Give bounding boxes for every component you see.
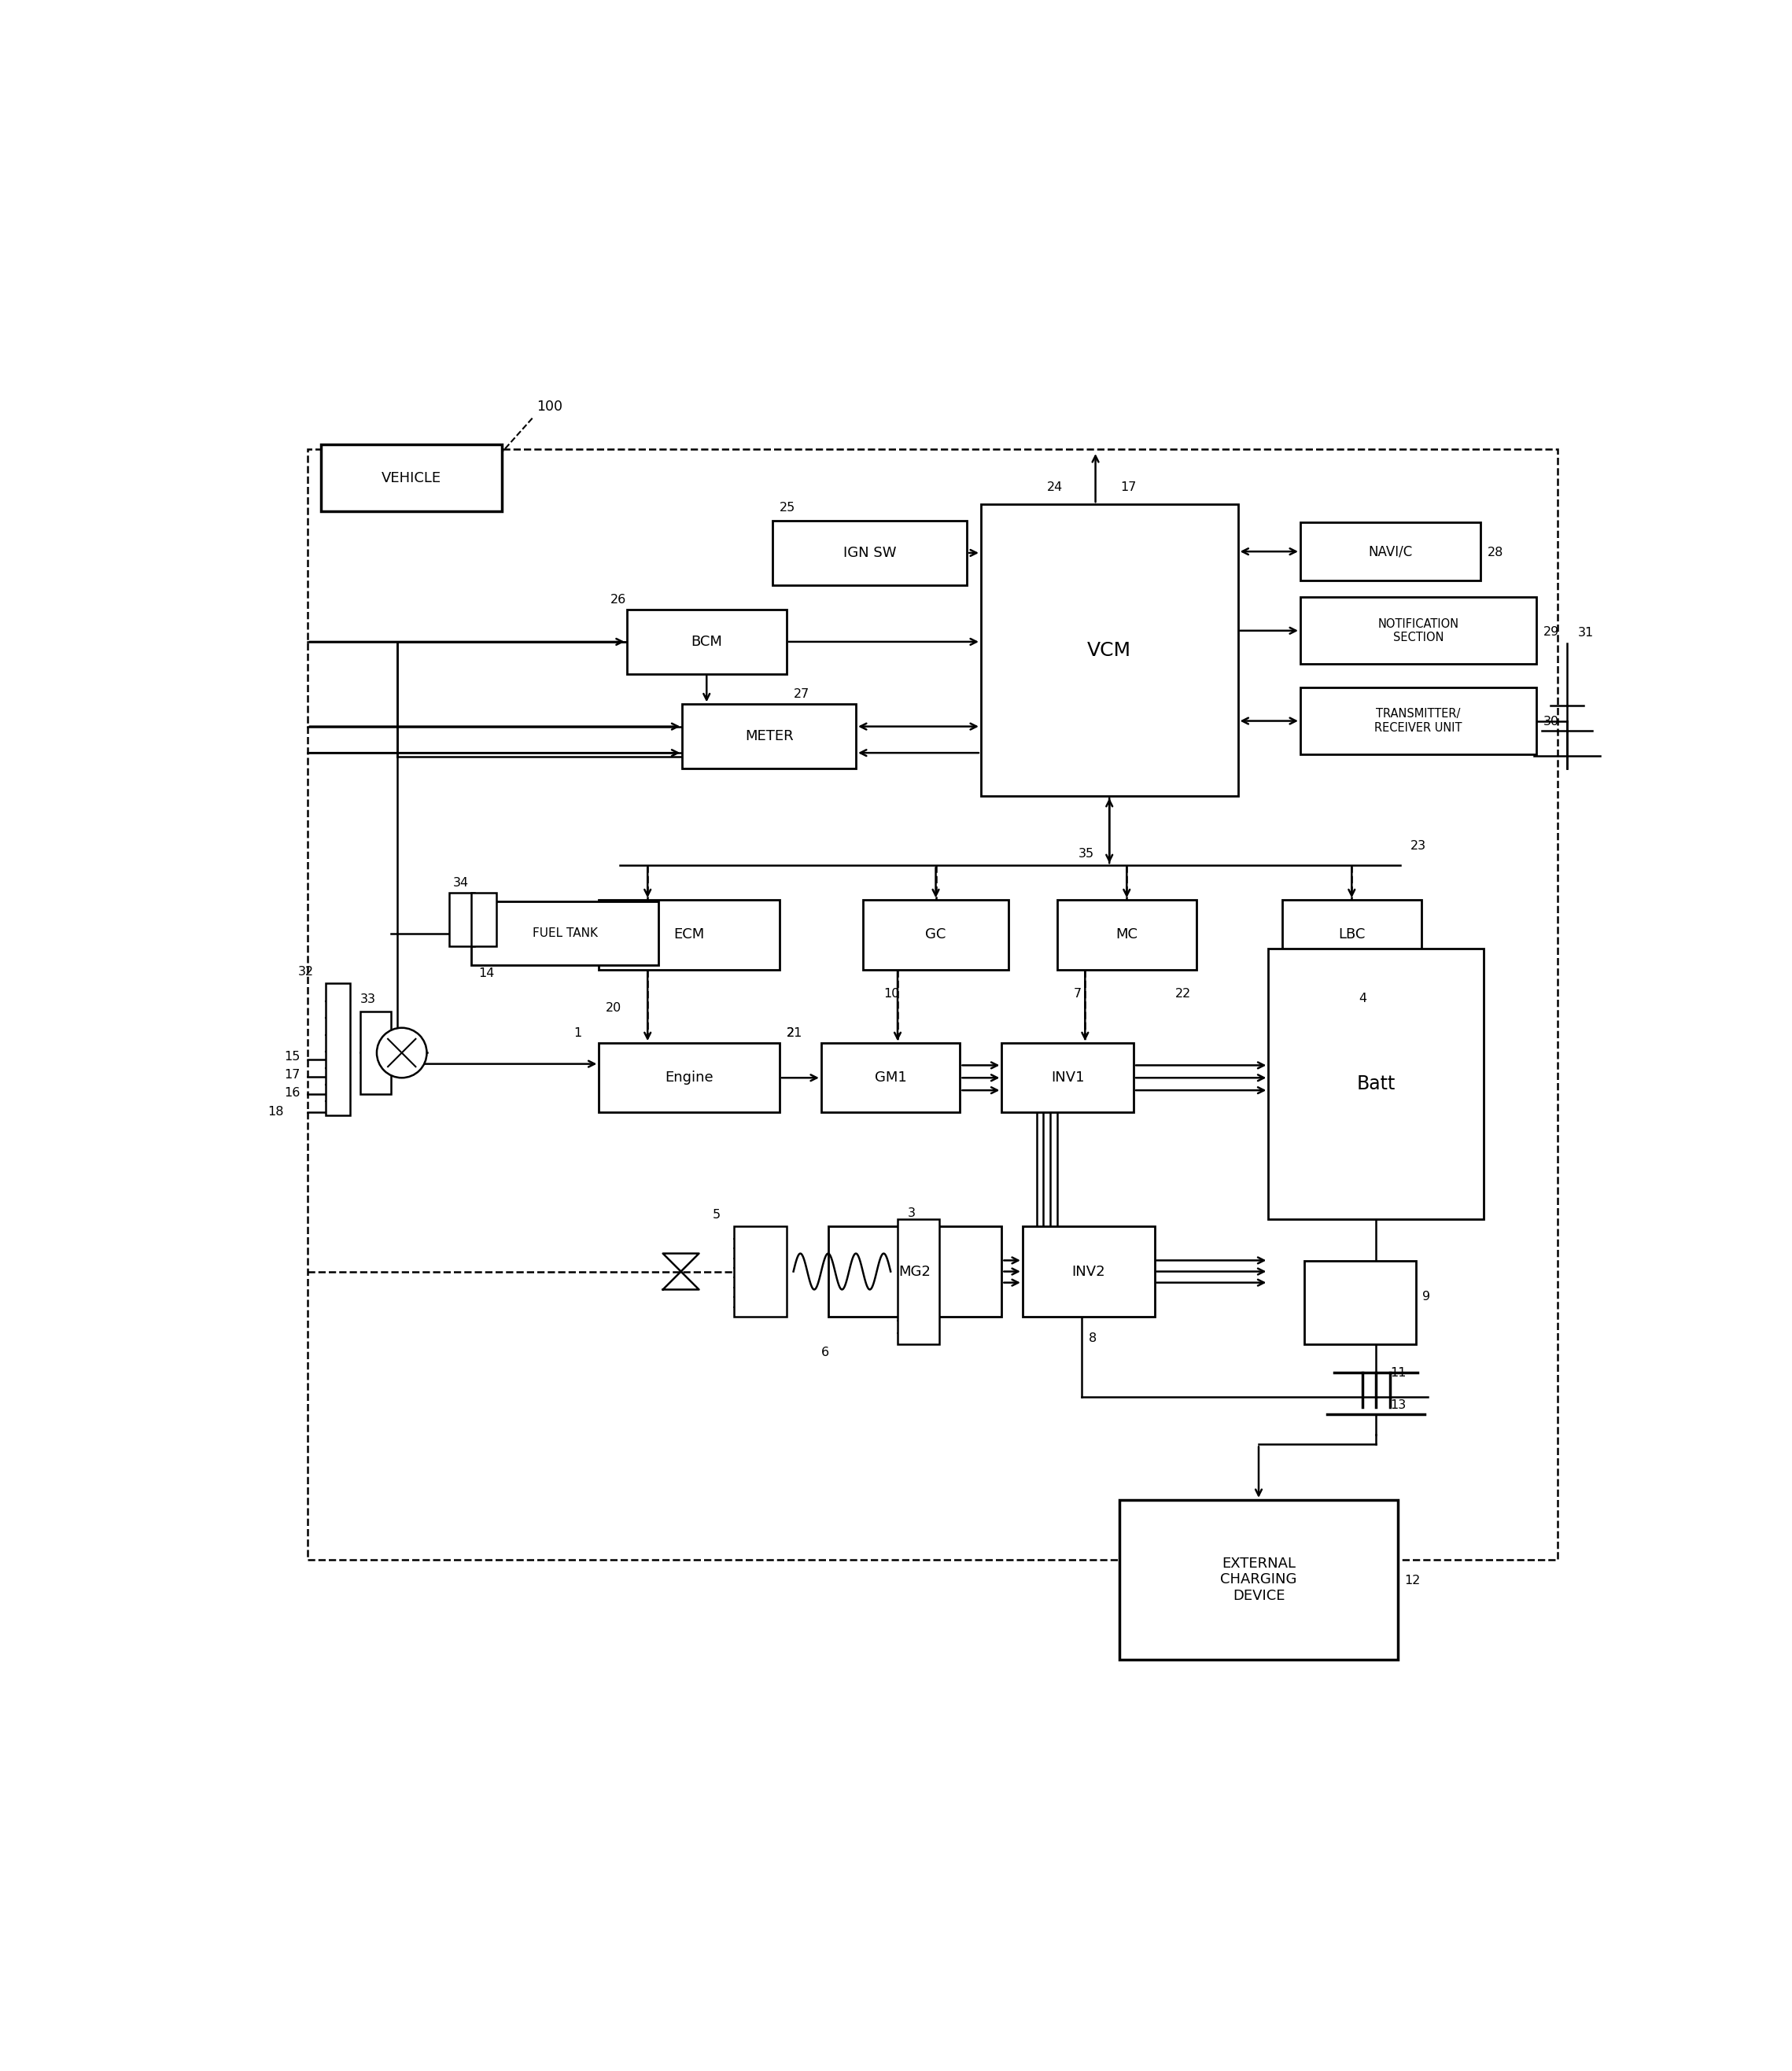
Text: 22: 22 — [1176, 988, 1192, 1000]
Text: VCM: VCM — [1088, 640, 1131, 659]
Circle shape — [376, 1027, 426, 1077]
Text: 16: 16 — [285, 1087, 301, 1098]
Text: 30: 30 — [1543, 717, 1559, 727]
FancyBboxPatch shape — [1057, 901, 1197, 969]
FancyBboxPatch shape — [1002, 1044, 1134, 1112]
FancyBboxPatch shape — [821, 1044, 961, 1112]
Text: Engine: Engine — [665, 1071, 713, 1085]
Text: ECM: ECM — [674, 928, 704, 942]
Text: 7: 7 — [1073, 988, 1082, 1000]
FancyBboxPatch shape — [360, 1011, 391, 1093]
Text: 25: 25 — [780, 501, 796, 514]
Text: 12: 12 — [1405, 1574, 1421, 1586]
Text: MG2: MG2 — [900, 1265, 932, 1278]
Text: 8: 8 — [1088, 1332, 1097, 1344]
FancyBboxPatch shape — [864, 901, 1009, 969]
Text: METER: METER — [745, 729, 794, 743]
FancyBboxPatch shape — [1283, 901, 1421, 969]
FancyBboxPatch shape — [1120, 1499, 1398, 1659]
FancyBboxPatch shape — [1305, 1261, 1416, 1344]
FancyBboxPatch shape — [326, 984, 351, 1116]
FancyBboxPatch shape — [733, 1226, 787, 1317]
Text: Batt: Batt — [1357, 1075, 1396, 1093]
Text: INV2: INV2 — [1072, 1265, 1106, 1278]
Text: TRANSMITTER/
RECEIVER UNIT: TRANSMITTER/ RECEIVER UNIT — [1374, 708, 1462, 733]
Text: 3: 3 — [909, 1207, 916, 1220]
FancyBboxPatch shape — [1269, 949, 1484, 1220]
Text: 4: 4 — [1358, 992, 1367, 1004]
Text: 1: 1 — [573, 1027, 582, 1040]
Text: 29: 29 — [1543, 625, 1559, 638]
Text: 100: 100 — [536, 400, 563, 414]
FancyBboxPatch shape — [1301, 522, 1480, 580]
Text: 23: 23 — [1410, 839, 1426, 851]
Text: NAVI/C: NAVI/C — [1369, 545, 1412, 559]
Text: 11: 11 — [1391, 1367, 1407, 1379]
Text: EXTERNAL
CHARGING
DEVICE: EXTERNAL CHARGING DEVICE — [1220, 1555, 1297, 1603]
Text: NOTIFICATION
SECTION: NOTIFICATION SECTION — [1378, 617, 1459, 644]
Text: 18: 18 — [267, 1106, 283, 1118]
Text: 31: 31 — [1579, 628, 1595, 640]
Text: 32: 32 — [297, 965, 314, 978]
Text: 35: 35 — [1079, 847, 1093, 859]
Text: MC: MC — [1116, 928, 1138, 942]
Text: 15: 15 — [285, 1050, 301, 1062]
Text: GC: GC — [925, 928, 946, 942]
FancyBboxPatch shape — [450, 893, 473, 946]
Text: 2: 2 — [787, 1027, 794, 1040]
FancyBboxPatch shape — [599, 901, 780, 969]
FancyBboxPatch shape — [898, 1220, 939, 1344]
Text: 5: 5 — [713, 1209, 720, 1220]
Text: 33: 33 — [360, 994, 376, 1007]
FancyBboxPatch shape — [599, 1044, 780, 1112]
Text: 28: 28 — [1487, 547, 1503, 559]
Text: 10: 10 — [883, 988, 900, 1000]
FancyBboxPatch shape — [627, 609, 787, 673]
Text: 27: 27 — [794, 688, 810, 700]
Text: VEHICLE: VEHICLE — [382, 470, 441, 485]
Text: 17: 17 — [1120, 480, 1136, 493]
FancyBboxPatch shape — [980, 505, 1238, 795]
Text: FUEL TANK: FUEL TANK — [532, 928, 597, 940]
Text: 24: 24 — [1047, 480, 1063, 493]
FancyBboxPatch shape — [471, 893, 496, 946]
Text: 6: 6 — [821, 1346, 830, 1359]
Text: BCM: BCM — [692, 634, 722, 648]
FancyBboxPatch shape — [1023, 1226, 1154, 1317]
Text: 20: 20 — [606, 1002, 622, 1015]
FancyBboxPatch shape — [321, 445, 502, 512]
FancyBboxPatch shape — [772, 522, 968, 584]
Text: 9: 9 — [1423, 1290, 1430, 1303]
Text: IGN SW: IGN SW — [844, 547, 896, 559]
Text: LBC: LBC — [1339, 928, 1366, 942]
FancyBboxPatch shape — [828, 1226, 1002, 1317]
Text: 14: 14 — [478, 967, 495, 980]
Text: INV1: INV1 — [1050, 1071, 1084, 1085]
FancyBboxPatch shape — [683, 704, 857, 768]
Text: 13: 13 — [1391, 1400, 1407, 1410]
FancyBboxPatch shape — [471, 901, 659, 965]
FancyBboxPatch shape — [1301, 596, 1536, 665]
Text: 21: 21 — [787, 1027, 803, 1040]
Text: 17: 17 — [285, 1069, 301, 1081]
FancyBboxPatch shape — [1301, 688, 1536, 754]
Text: 26: 26 — [609, 594, 625, 605]
Text: GM1: GM1 — [874, 1071, 907, 1085]
Text: 34: 34 — [453, 878, 470, 888]
